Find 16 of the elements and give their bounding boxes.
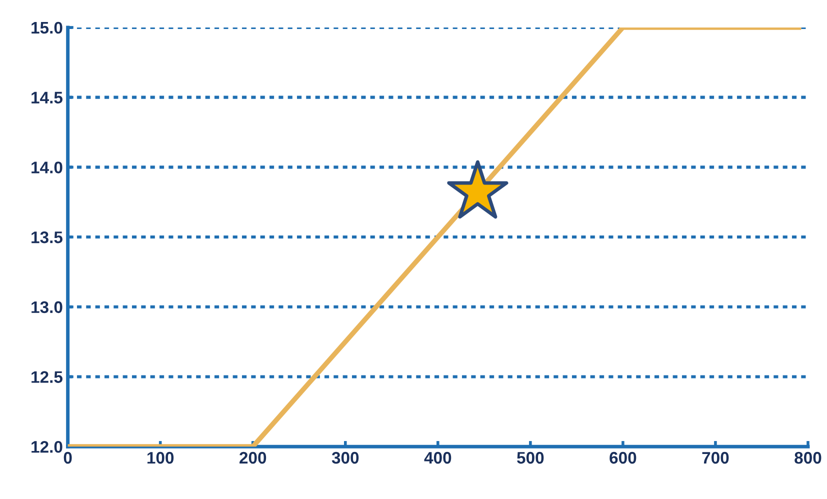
x-tick-label: 0 xyxy=(64,452,72,464)
x-tick-label: 100 xyxy=(147,452,174,464)
x-tick-label: 300 xyxy=(332,452,359,464)
y-tick-label: 13.5 xyxy=(32,231,62,244)
x-tick-label: 700 xyxy=(702,452,729,464)
y-tick-label: 13.0 xyxy=(32,301,62,314)
y-tick-label: 12.0 xyxy=(32,441,62,453)
x-tick-label: 200 xyxy=(240,452,266,464)
x-tick-label: 400 xyxy=(424,452,452,464)
x-tick-label: 800 xyxy=(794,452,822,464)
x-tick-label: 600 xyxy=(610,452,636,464)
y-tick-label: 14.0 xyxy=(32,162,62,174)
x-tick-label: 500 xyxy=(517,452,544,464)
y-tick-label: 14.5 xyxy=(32,92,62,104)
y-tick-label: 15.0 xyxy=(32,22,62,34)
y-tick-label: 12.5 xyxy=(32,371,62,383)
